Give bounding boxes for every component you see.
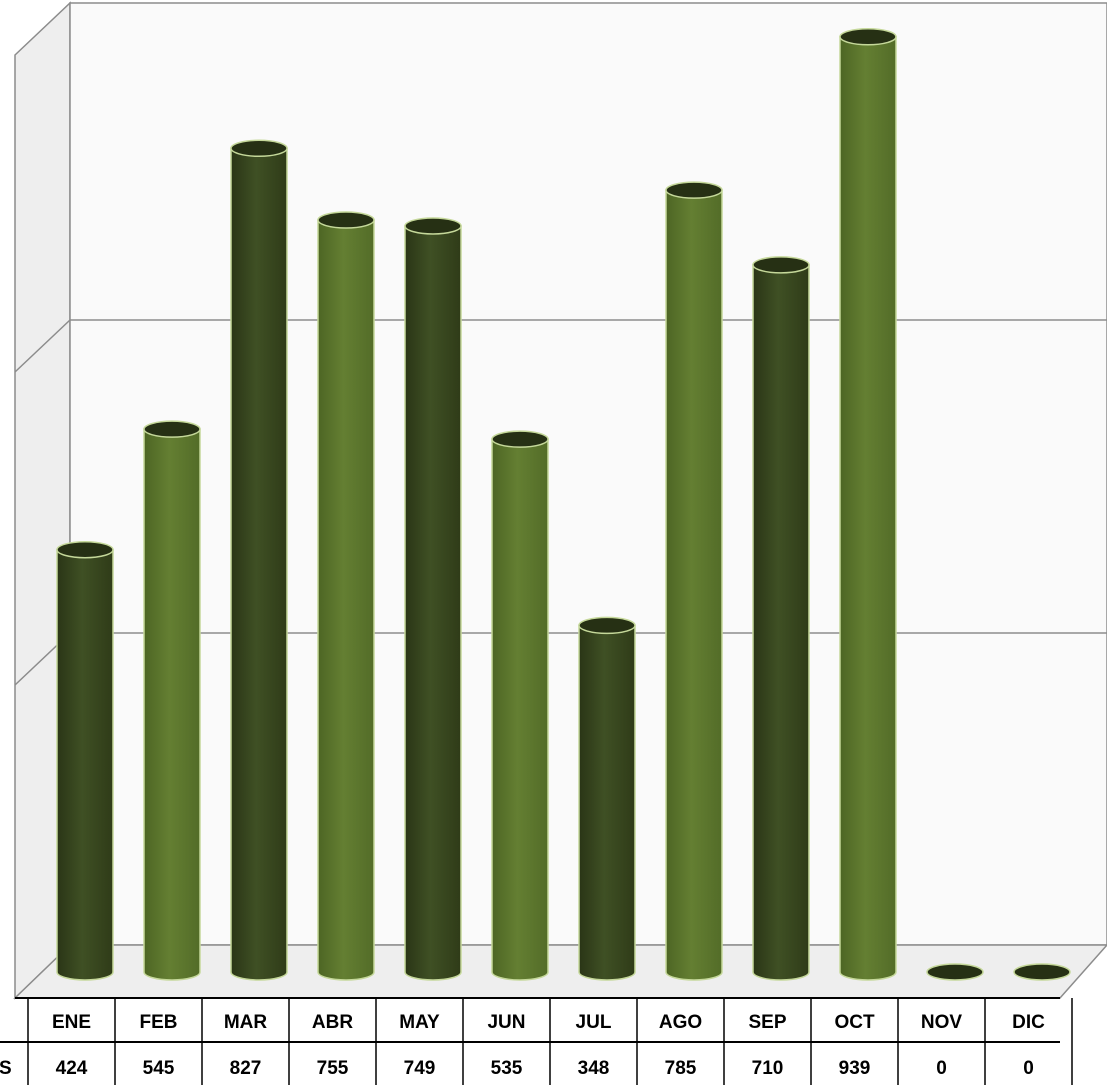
data-value-label: 545 [143, 1058, 175, 1079]
x-tick-label: DIC [1012, 1012, 1045, 1033]
bar-mar [230, 139, 288, 981]
data-value-label: 348 [578, 1058, 610, 1079]
bars [56, 28, 1071, 981]
x-tick-label: SEP [748, 1012, 786, 1033]
bar-oct [839, 28, 897, 981]
bar-top [230, 139, 288, 158]
bar-top [143, 420, 201, 438]
bar-top [404, 217, 462, 235]
data-value-label: 755 [317, 1058, 349, 1079]
bar-body [491, 438, 549, 981]
data-value-label: 827 [230, 1058, 262, 1079]
data-value-label: 535 [491, 1058, 523, 1079]
bar-ene [56, 540, 114, 981]
x-tick-label: OCT [834, 1012, 875, 1033]
bar-top [839, 28, 897, 46]
gridline-side [14, 319, 71, 373]
bar-jun [491, 430, 549, 981]
data-table-row-label: S [0, 1058, 12, 1079]
bar-ago [665, 181, 723, 981]
data-value-label: 749 [404, 1058, 436, 1079]
x-tick-label: ABR [312, 1012, 353, 1033]
bar-body [317, 219, 375, 981]
data-value-label: 785 [665, 1058, 697, 1079]
data-value-label: 939 [839, 1058, 871, 1079]
bar-nov [926, 963, 984, 981]
x-tick-label: MAR [224, 1012, 268, 1033]
bar-top [665, 181, 723, 199]
data-table: S ENE 424 FEB 545 MAR 827 ABR 755 MAY 749 JUN 535 JU… [0, 997, 1073, 1085]
bar-top [1013, 963, 1071, 981]
bar-jul [578, 616, 636, 981]
bar-top [56, 540, 114, 559]
data-value-label: 0 [936, 1058, 947, 1079]
bar-top [578, 616, 636, 635]
bar-may [404, 217, 462, 981]
bar-body [143, 428, 201, 981]
bar-abr [317, 211, 375, 981]
x-tick-label: MAY [399, 1012, 440, 1033]
x-tick-label: ENE [52, 1012, 91, 1033]
bar-body [56, 548, 114, 981]
data-value-label: 710 [752, 1058, 784, 1079]
x-tick-label: FEB [140, 1012, 178, 1033]
bar-dic [1013, 963, 1071, 981]
bar-body [839, 36, 897, 981]
bar-feb [143, 420, 201, 981]
bar-top [752, 256, 810, 274]
data-value-label: 424 [56, 1058, 88, 1079]
bar-sep [752, 256, 810, 981]
bar-top [926, 963, 984, 981]
bar-body [404, 225, 462, 981]
x-tick-label: JUL [576, 1012, 612, 1033]
bar-top [317, 211, 375, 229]
bar-body [752, 264, 810, 981]
bar-top [491, 430, 549, 448]
x-tick-label: AGO [659, 1012, 702, 1033]
bar-body [665, 189, 723, 981]
x-tick-label: NOV [921, 1012, 963, 1033]
x-tick-label: JUN [487, 1012, 525, 1033]
bar-body [230, 147, 288, 981]
bar-body [578, 624, 636, 981]
data-value-label: 0 [1023, 1058, 1034, 1079]
